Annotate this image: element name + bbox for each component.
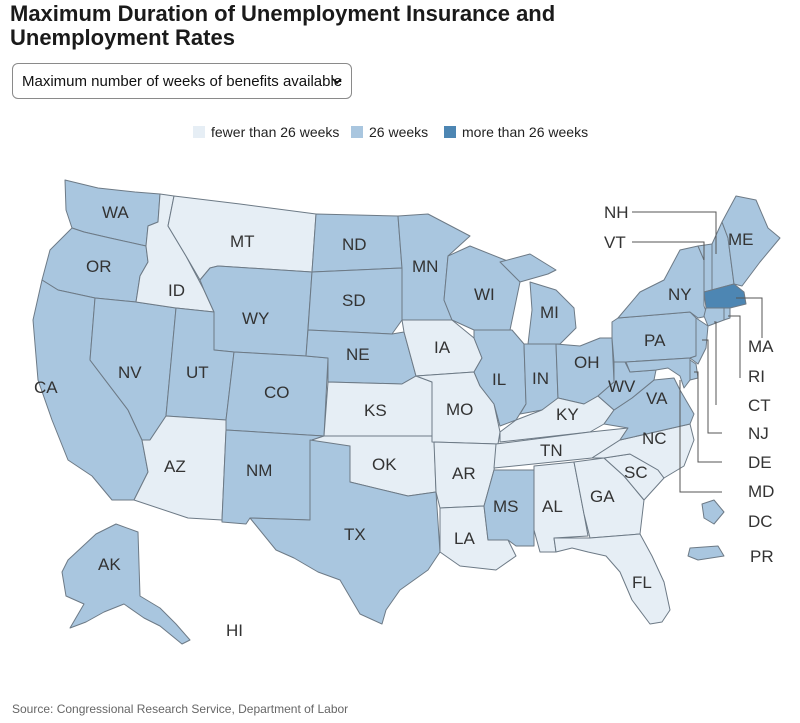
- label-SD: SD: [342, 291, 366, 310]
- label-WA: WA: [102, 203, 129, 222]
- label-NJ: NJ: [748, 424, 769, 443]
- label-WV: WV: [608, 377, 636, 396]
- label-VA: VA: [646, 389, 668, 408]
- state-MI[interactable]: [499, 253, 577, 345]
- label-AK: AK: [98, 555, 121, 574]
- label-NH: NH: [604, 203, 629, 222]
- state-AK[interactable]: [61, 523, 191, 645]
- us-map-svg: WA OR CA NV ID MT WY UT CO AZ NM ND SD N…: [32, 179, 781, 645]
- legend-item-more-than-26: more than 26 weeks: [444, 124, 588, 140]
- leader-DE: [694, 371, 722, 463]
- label-IA: IA: [434, 338, 451, 357]
- label-AL: AL: [542, 497, 563, 516]
- state-PR[interactable]: [687, 545, 725, 561]
- label-NY: NY: [668, 285, 692, 304]
- legend-label: fewer than 26 weeks: [211, 124, 340, 140]
- legend-swatch: [444, 126, 456, 138]
- state-AZ[interactable]: [133, 415, 227, 521]
- label-CT: CT: [748, 396, 771, 415]
- state-NY[interactable]: [617, 245, 709, 319]
- label-PR: PR: [750, 547, 774, 566]
- label-UT: UT: [186, 363, 209, 382]
- label-DE: DE: [748, 453, 772, 472]
- label-OH: OH: [574, 353, 600, 372]
- metric-dropdown[interactable]: Maximum number of weeks of benefits avai…: [12, 63, 352, 99]
- state-NM[interactable]: [221, 429, 325, 525]
- label-IL: IL: [492, 370, 506, 389]
- legend: fewer than 26 weeks 26 weeks more than 2…: [0, 124, 800, 144]
- state-DC[interactable]: [701, 499, 725, 525]
- label-ID: ID: [168, 281, 185, 300]
- label-ME: ME: [728, 230, 754, 249]
- label-NE: NE: [346, 345, 370, 364]
- state-TX[interactable]: [249, 439, 441, 625]
- label-NV: NV: [118, 363, 142, 382]
- label-OR: OR: [86, 257, 112, 276]
- label-MS: MS: [493, 497, 519, 516]
- metric-dropdown-value: Maximum number of weeks of benefits avai…: [22, 72, 343, 90]
- legend-swatch: [193, 126, 205, 138]
- label-MT: MT: [230, 232, 255, 251]
- leader-NJ: [702, 339, 722, 434]
- label-VT: VT: [604, 233, 626, 252]
- chevron-down-icon: [332, 78, 342, 85]
- label-AZ: AZ: [164, 457, 186, 476]
- label-CO: CO: [264, 383, 290, 402]
- label-MO: MO: [446, 400, 473, 419]
- label-IN: IN: [532, 369, 549, 388]
- state-MD[interactable]: [625, 357, 691, 389]
- label-LA: LA: [454, 529, 475, 548]
- state-FL[interactable]: [553, 533, 671, 625]
- source-note: Source: Congressional Research Service, …: [12, 702, 349, 716]
- label-MI: MI: [540, 303, 559, 322]
- chart-title: Maximum Duration of Unemployment Insuran…: [10, 1, 556, 50]
- label-ND: ND: [342, 235, 367, 254]
- leader-NH: [632, 211, 717, 254]
- label-MN: MN: [412, 257, 438, 276]
- label-RI: RI: [748, 367, 765, 386]
- label-NM: NM: [246, 461, 272, 480]
- label-CA: CA: [34, 378, 58, 397]
- label-MA: MA: [748, 337, 774, 356]
- label-WI: WI: [474, 285, 495, 304]
- state-IL[interactable]: [473, 329, 527, 427]
- label-FL: FL: [632, 573, 652, 592]
- state-NJ[interactable]: [689, 317, 709, 365]
- us-map: WA OR CA NV ID MT WY UT CO AZ NM ND SD N…: [0, 160, 800, 680]
- label-NC: NC: [642, 429, 667, 448]
- label-SC: SC: [624, 463, 648, 482]
- legend-label: more than 26 weeks: [462, 124, 589, 140]
- legend-label: 26 weeks: [369, 124, 429, 140]
- leader-VT: [632, 241, 705, 260]
- state-CT[interactable]: [703, 307, 725, 327]
- label-PA: PA: [644, 331, 666, 350]
- label-TX: TX: [344, 525, 366, 544]
- legend-item-fewer-than-26: fewer than 26 weeks: [193, 124, 339, 140]
- label-TN: TN: [540, 441, 563, 460]
- label-MD: MD: [748, 482, 774, 501]
- state-RI[interactable]: [723, 307, 731, 321]
- state-SD[interactable]: [307, 267, 403, 335]
- label-WY: WY: [242, 309, 269, 328]
- state-labels: WA OR CA NV ID MT WY UT CO AZ NM ND SD N…: [34, 203, 774, 640]
- label-DC: DC: [748, 512, 773, 531]
- label-KY: KY: [556, 405, 579, 424]
- leader-MA: [736, 297, 763, 338]
- label-HI: HI: [226, 621, 243, 640]
- legend-item-26: 26 weeks: [351, 124, 428, 140]
- leader-MD: [679, 380, 722, 493]
- leader-CT: [714, 321, 717, 405]
- label-KS: KS: [364, 401, 387, 420]
- label-OK: OK: [372, 455, 397, 474]
- legend-swatch: [351, 126, 363, 138]
- label-AR: AR: [452, 464, 476, 483]
- label-GA: GA: [590, 487, 615, 506]
- leader-RI: [728, 315, 741, 378]
- state-ME[interactable]: [721, 195, 781, 287]
